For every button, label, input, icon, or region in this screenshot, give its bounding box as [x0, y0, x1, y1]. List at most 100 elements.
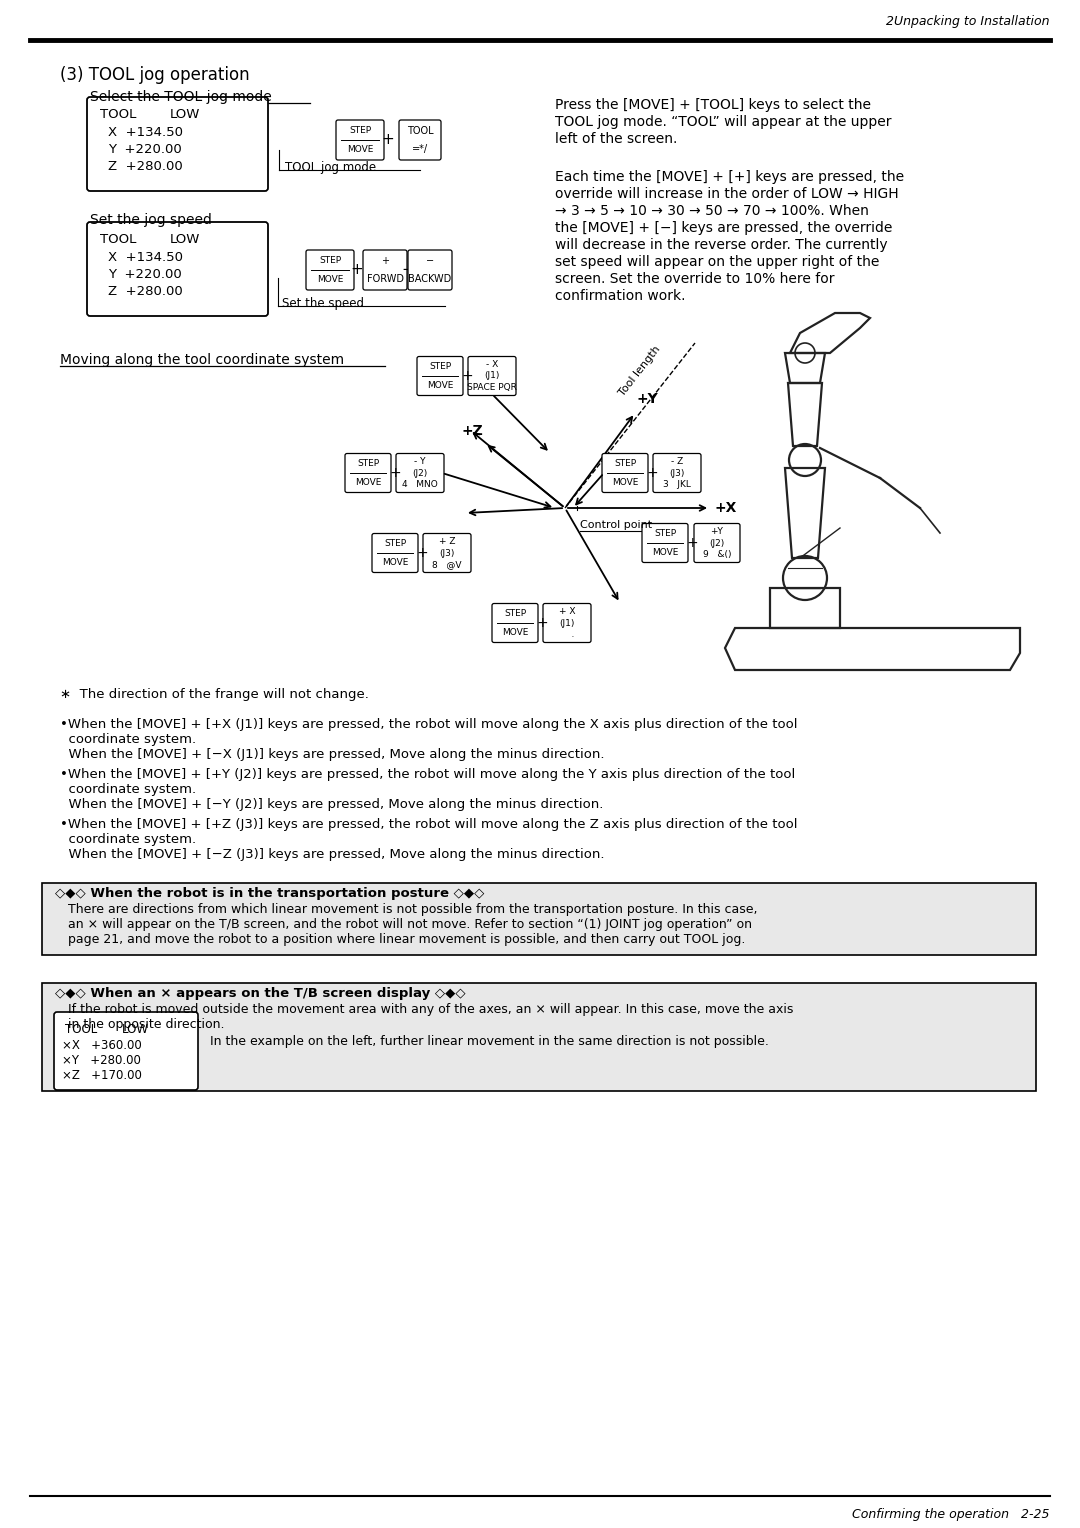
- Text: an ⨯ will appear on the T/B screen, and the robot will not move. Refer to sectio: an ⨯ will appear on the T/B screen, and …: [68, 918, 752, 931]
- Text: 3   JKL: 3 JKL: [663, 480, 691, 489]
- Text: coordinate system.: coordinate system.: [60, 782, 197, 796]
- Text: 8   @V: 8 @V: [432, 561, 462, 568]
- Text: STEP: STEP: [653, 529, 676, 538]
- Text: LOW: LOW: [122, 1024, 149, 1036]
- FancyBboxPatch shape: [306, 251, 354, 290]
- Text: Control point: Control point: [580, 520, 652, 530]
- Text: STEP: STEP: [504, 610, 526, 619]
- Text: 9   &(): 9 &(): [703, 550, 731, 559]
- FancyBboxPatch shape: [372, 533, 418, 573]
- Text: +: +: [646, 466, 658, 480]
- Text: +: +: [536, 616, 548, 630]
- FancyBboxPatch shape: [417, 356, 463, 396]
- Text: ◇◆◇ When an ⨯ appears on the T/B screen display ◇◆◇: ◇◆◇ When an ⨯ appears on the T/B screen …: [55, 987, 465, 999]
- Text: ⨯Y   +280.00: ⨯Y +280.00: [62, 1054, 140, 1067]
- Text: + Z: + Z: [438, 536, 456, 545]
- Text: MOVE: MOVE: [316, 275, 343, 284]
- Text: Set the speed: Set the speed: [282, 296, 364, 310]
- Text: → 3 → 5 → 10 → 30 → 50 → 70 → 100%. When: → 3 → 5 → 10 → 30 → 50 → 70 → 100%. When: [555, 205, 869, 219]
- Text: the [MOVE] + [−] keys are pressed, the override: the [MOVE] + [−] keys are pressed, the o…: [555, 222, 892, 235]
- Text: ⨯X   +360.00: ⨯X +360.00: [62, 1039, 141, 1051]
- Text: coordinate system.: coordinate system.: [60, 733, 197, 746]
- FancyBboxPatch shape: [363, 251, 407, 290]
- Text: +Y: +Y: [637, 393, 659, 406]
- Text: Z  +280.00: Z +280.00: [108, 286, 183, 298]
- FancyBboxPatch shape: [399, 121, 441, 160]
- Text: If the robot is moved outside the movement area with any of the axes, an ⨯ will : If the robot is moved outside the moveme…: [68, 1002, 794, 1016]
- FancyBboxPatch shape: [336, 121, 384, 160]
- Text: +: +: [416, 545, 428, 559]
- Text: (J2): (J2): [710, 538, 725, 547]
- Text: in the opposite direction.: in the opposite direction.: [68, 1018, 225, 1031]
- Text: +: +: [389, 466, 401, 480]
- Text: (J3): (J3): [440, 549, 455, 558]
- Text: X  +134.50: X +134.50: [108, 125, 183, 139]
- FancyBboxPatch shape: [543, 604, 591, 642]
- Text: +Y: +Y: [711, 527, 724, 536]
- Text: Each time the [MOVE] + [+] keys are pressed, the: Each time the [MOVE] + [+] keys are pres…: [555, 170, 904, 183]
- Text: screen. Set the override to 10% here for: screen. Set the override to 10% here for: [555, 272, 835, 286]
- Text: When the [MOVE] + [−Y (J2)] keys are pressed, Move along the minus direction.: When the [MOVE] + [−Y (J2)] keys are pre…: [60, 798, 604, 811]
- Text: −: −: [402, 263, 415, 278]
- Text: Tool length: Tool length: [618, 344, 663, 397]
- Text: ⨯Z   +170.00: ⨯Z +170.00: [62, 1070, 141, 1082]
- Text: + X: + X: [558, 607, 576, 616]
- Text: 4   MNO: 4 MNO: [402, 480, 437, 489]
- Text: Y  +220.00: Y +220.00: [108, 144, 181, 156]
- Text: STEP: STEP: [383, 539, 406, 549]
- Text: MOVE: MOVE: [652, 547, 678, 556]
- Text: +Z: +Z: [461, 423, 483, 439]
- FancyBboxPatch shape: [423, 533, 471, 573]
- Text: Select the TOOL jog mode: Select the TOOL jog mode: [90, 90, 272, 104]
- Text: =*/: =*/: [411, 144, 428, 154]
- Text: STEP: STEP: [349, 127, 372, 134]
- Text: will decrease in the reverse order. The currently: will decrease in the reverse order. The …: [555, 238, 888, 252]
- Text: When the [MOVE] + [−Z (J3)] keys are pressed, Move along the minus direction.: When the [MOVE] + [−Z (J3)] keys are pre…: [60, 848, 605, 860]
- Text: set speed will appear on the upper right of the: set speed will appear on the upper right…: [555, 255, 879, 269]
- Text: MOVE: MOVE: [502, 628, 528, 637]
- Text: When the [MOVE] + [−X (J1)] keys are pressed, Move along the minus direction.: When the [MOVE] + [−X (J1)] keys are pre…: [60, 749, 605, 761]
- Text: Set the jog speed: Set the jog speed: [90, 212, 212, 228]
- FancyBboxPatch shape: [642, 524, 688, 562]
- Text: •When the [MOVE] + [+Z (J3)] keys are pressed, the robot will move along the Z a: •When the [MOVE] + [+Z (J3)] keys are pr…: [60, 817, 797, 831]
- FancyBboxPatch shape: [42, 883, 1036, 955]
- Text: ◇◆◇ When the robot is in the transportation posture ◇◆◇: ◇◆◇ When the robot is in the transportat…: [55, 886, 484, 900]
- Text: left of the screen.: left of the screen.: [555, 131, 677, 147]
- Text: (J1): (J1): [484, 371, 500, 380]
- Text: Confirming the operation   2-25: Confirming the operation 2-25: [852, 1508, 1050, 1520]
- Text: Moving along the tool coordinate system: Moving along the tool coordinate system: [60, 353, 345, 367]
- Text: MOVE: MOVE: [355, 478, 381, 486]
- Text: ∗  The direction of the frange will not change.: ∗ The direction of the frange will not c…: [60, 688, 369, 701]
- Text: STEP: STEP: [356, 460, 379, 469]
- Text: BACKWD: BACKWD: [408, 274, 451, 284]
- Text: coordinate system.: coordinate system.: [60, 833, 197, 847]
- Text: MOVE: MOVE: [347, 145, 374, 154]
- Text: •When the [MOVE] + [+X (J1)] keys are pressed, the robot will move along the X a: •When the [MOVE] + [+X (J1)] keys are pr…: [60, 718, 797, 730]
- Text: +: +: [351, 263, 363, 278]
- Text: There are directions from which linear movement is not possible from the transpo: There are directions from which linear m…: [68, 903, 757, 915]
- Text: MOVE: MOVE: [427, 380, 454, 390]
- Text: SPACE PQR: SPACE PQR: [467, 384, 517, 393]
- Text: MOVE: MOVE: [611, 478, 638, 486]
- FancyBboxPatch shape: [87, 222, 268, 316]
- Text: - Y: - Y: [415, 457, 426, 466]
- Text: +: +: [381, 257, 389, 266]
- Text: Press the [MOVE] + [TOOL] keys to select the: Press the [MOVE] + [TOOL] keys to select…: [555, 98, 870, 112]
- Text: (J3): (J3): [670, 469, 685, 477]
- Text: TOOL: TOOL: [65, 1024, 97, 1036]
- Text: +X: +X: [715, 501, 738, 515]
- Text: TOOL: TOOL: [100, 108, 136, 121]
- FancyBboxPatch shape: [42, 983, 1036, 1091]
- Text: STEP: STEP: [613, 460, 636, 469]
- Text: FORWD: FORWD: [366, 274, 404, 284]
- FancyBboxPatch shape: [694, 524, 740, 562]
- FancyBboxPatch shape: [602, 454, 648, 492]
- Text: Z  +280.00: Z +280.00: [108, 160, 183, 173]
- FancyBboxPatch shape: [653, 454, 701, 492]
- Text: TOOL: TOOL: [407, 125, 433, 136]
- Text: page 21, and move the robot to a position where linear movement is possible, and: page 21, and move the robot to a positio…: [68, 934, 745, 946]
- Text: −: −: [426, 257, 434, 266]
- Text: LOW: LOW: [170, 232, 201, 246]
- Text: .: .: [559, 630, 575, 639]
- Text: (J1): (J1): [559, 619, 575, 628]
